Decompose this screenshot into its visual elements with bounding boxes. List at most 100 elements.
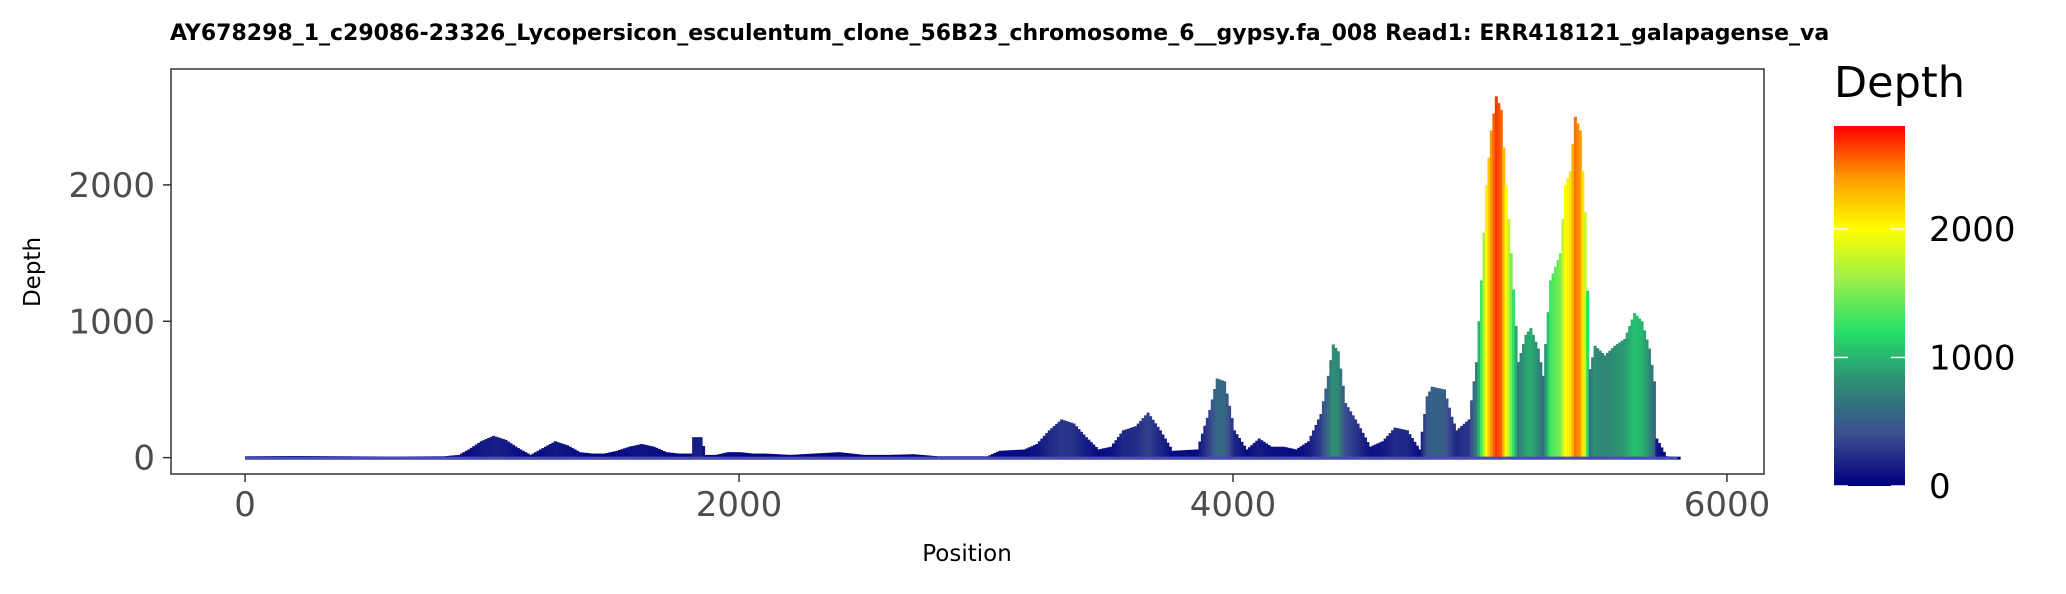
- coverage-bar: [1613, 345, 1617, 460]
- coverage-bar: [1346, 407, 1350, 460]
- coverage-bar: [566, 445, 570, 460]
- coverage-bar: [1445, 398, 1449, 460]
- coverage-bar: [1314, 424, 1318, 460]
- coverage-bar: [1344, 403, 1348, 460]
- coverage-bar: [548, 444, 552, 460]
- coverage-bar: [1284, 447, 1288, 460]
- coverage-bar: [672, 453, 676, 460]
- coverage-bar: [1591, 357, 1595, 460]
- coverage-bar: [741, 452, 745, 460]
- coverage-bar: [1213, 389, 1217, 460]
- coverage-bar: [1163, 438, 1167, 460]
- y-tick-label: 2000: [68, 166, 155, 206]
- coverage-bar: [1262, 441, 1266, 460]
- coverage-bar: [1657, 442, 1661, 460]
- coverage-bar: [543, 446, 547, 460]
- coverage-bar: [842, 452, 846, 460]
- coverage-bar: [1393, 427, 1397, 460]
- coverage-bar: [1134, 426, 1138, 460]
- coverage-bar: [519, 449, 523, 460]
- coverage-bar: [827, 452, 832, 460]
- coverage-bar: [1556, 259, 1560, 460]
- coverage-bar: [1158, 430, 1162, 460]
- coverage-bar: [1020, 449, 1024, 460]
- coverage-bar: [1603, 355, 1607, 460]
- coverage-bar: [1366, 442, 1370, 460]
- coverage-bar: [1228, 405, 1232, 460]
- coverage-bar: [1610, 348, 1614, 460]
- coverage-bar: [1430, 386, 1434, 460]
- coverage-bar: [1526, 331, 1530, 460]
- coverage-bar: [699, 437, 703, 460]
- coverage-bar: [993, 453, 997, 460]
- coverage-bar: [1437, 388, 1442, 460]
- coverage-bar: [608, 452, 612, 460]
- coverage-bar: [1494, 96, 1498, 460]
- coverage-bar: [1324, 388, 1328, 460]
- coverage-bar: [1124, 429, 1128, 460]
- coverage-bar: [850, 453, 854, 460]
- coverage-bar: [1351, 415, 1355, 460]
- coverage-bar: [1598, 350, 1602, 460]
- coverage-bar: [1015, 449, 1019, 460]
- coverage-bar: [684, 453, 688, 460]
- coverage-bar: [1111, 443, 1116, 460]
- coverage-bar: [998, 450, 1002, 460]
- coverage-bar: [1546, 312, 1550, 460]
- coverage-bar: [1195, 449, 1200, 460]
- coverage-bar: [1265, 443, 1269, 460]
- coverage-bar: [1109, 446, 1113, 460]
- coverage-bar: [1013, 450, 1017, 460]
- coverage-bar: [1272, 446, 1276, 460]
- coverage-bar: [1289, 448, 1293, 460]
- coverage-bar: [1208, 409, 1212, 460]
- coverage-bar: [1294, 449, 1298, 460]
- coverage-bar: [610, 451, 614, 460]
- coverage-bar: [640, 444, 644, 460]
- axes-layer: 0 2000 4000 6000 0 1000 2000: [68, 166, 1770, 525]
- coverage-bar: [751, 453, 755, 460]
- coverage-bar: [563, 444, 567, 460]
- coverage-bar: [1568, 171, 1572, 460]
- coverage-bar: [823, 453, 827, 460]
- coverage-bar: [682, 453, 686, 460]
- legend-title: Depth: [1834, 58, 1965, 108]
- coverage-bar: [1544, 344, 1548, 460]
- coverage-bar: [1408, 434, 1412, 460]
- coverage-bar: [618, 450, 622, 460]
- coverage-bar: [1363, 437, 1367, 460]
- coverage-bar: [1413, 441, 1417, 460]
- coverage-bar: [645, 445, 649, 460]
- coverage-bar: [1450, 416, 1454, 460]
- coverage-bar: [598, 453, 602, 460]
- coverage-bar: [553, 441, 557, 460]
- coverage-bar: [561, 443, 565, 460]
- coverage-bar: [1358, 428, 1363, 460]
- coverage-bar: [1329, 360, 1333, 460]
- coverage-bar: [1257, 438, 1261, 460]
- coverage-bar: [1233, 430, 1237, 460]
- coverage-bar: [1440, 388, 1444, 460]
- coverage-bar: [615, 450, 619, 460]
- coverage-bar: [1084, 437, 1088, 460]
- coverage-bar: [1652, 381, 1656, 460]
- coverage-bar: [1065, 421, 1069, 460]
- coverage-bar: [647, 445, 651, 460]
- coverage-bar: [758, 453, 762, 460]
- coverage-bar: [1578, 130, 1582, 460]
- coverage-bar: [1215, 378, 1219, 460]
- x-axis-label: Position: [922, 541, 1012, 567]
- coverage-bar: [1509, 253, 1513, 460]
- coverage-bar: [1312, 430, 1316, 460]
- coverage-bar: [625, 447, 629, 460]
- coverage-bar: [1028, 447, 1032, 460]
- coverage-bar: [1566, 178, 1570, 460]
- coverage-bar: [1045, 433, 1049, 460]
- coverage-bar: [627, 446, 631, 460]
- coverage-bar: [1524, 334, 1528, 460]
- coverage-bar: [469, 447, 473, 460]
- coverage-bar: [497, 437, 501, 460]
- coverage-bar: [1235, 434, 1239, 460]
- coverage-bar: [1536, 348, 1540, 460]
